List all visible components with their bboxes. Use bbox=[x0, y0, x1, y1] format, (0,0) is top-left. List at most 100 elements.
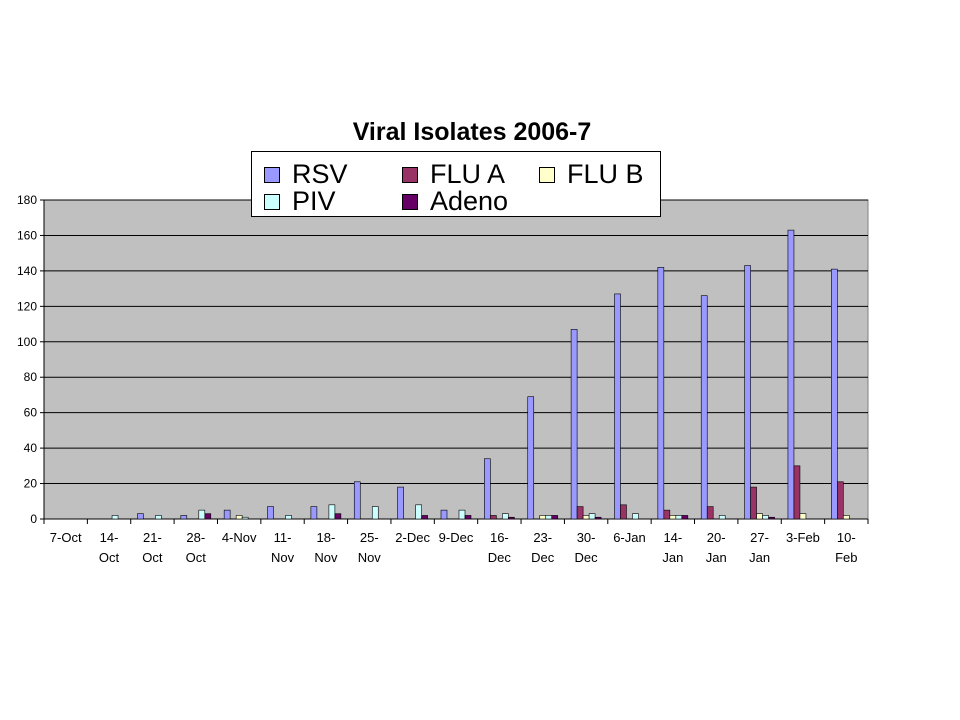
bar-rsv-18-nov bbox=[310, 506, 318, 520]
bar-rsv-3-feb bbox=[787, 229, 795, 520]
x-tick-label-18-nov: 18- Nov bbox=[314, 530, 338, 565]
x-tick-label-line: Dec bbox=[531, 550, 555, 565]
y-tick-label-160: 160 bbox=[17, 228, 37, 242]
bar-piv-14-oct bbox=[111, 515, 119, 520]
bar-flu-a-10-feb bbox=[837, 481, 844, 520]
x-tick-label-21-oct: 21- Oct bbox=[142, 530, 163, 565]
bar-flu-a-30-dec bbox=[576, 506, 584, 520]
y-tick-label-20: 20 bbox=[24, 477, 38, 491]
x-tick-label-line: 18- bbox=[316, 530, 335, 545]
x-tick-label-14-jan: 14- Jan bbox=[662, 530, 683, 565]
bar-flu-a-3-feb bbox=[793, 465, 801, 520]
y-tick-label-100: 100 bbox=[17, 335, 37, 349]
bar-flu-a-6-jan bbox=[620, 504, 627, 520]
bar-piv-27-jan bbox=[762, 515, 769, 520]
x-tick-label-line: Jan bbox=[662, 550, 683, 565]
bar-flu-b-10-feb bbox=[843, 515, 850, 520]
legend-swatch-flu-a bbox=[402, 166, 418, 183]
y-tick-label-60: 60 bbox=[24, 406, 38, 420]
x-tick-label-line: 28- bbox=[186, 530, 205, 545]
x-tick-label-30-dec: 30- Dec bbox=[575, 530, 599, 565]
legend-item-adeno: Adeno bbox=[402, 188, 508, 215]
bar-piv-9-dec bbox=[458, 509, 466, 520]
x-tick-label-line: Oct bbox=[99, 550, 120, 565]
bar-rsv-10-feb bbox=[831, 268, 838, 520]
x-tick-label-line: 20- bbox=[707, 530, 726, 545]
bar-rsv-6-jan bbox=[614, 293, 621, 520]
legend-label-piv: PIV bbox=[292, 186, 336, 216]
bar-piv-16-dec bbox=[502, 513, 509, 520]
bar-flu-a-16-dec bbox=[490, 515, 497, 520]
legend-label-adeno: Adeno bbox=[430, 186, 509, 216]
x-tick-label-line: 11- bbox=[274, 530, 292, 545]
bar-rsv-16-dec bbox=[484, 458, 491, 520]
legend-item-flu-b: FLU B bbox=[539, 161, 644, 188]
x-tick-label-line: 10- bbox=[837, 530, 856, 545]
y-tick-label-80: 80 bbox=[24, 370, 38, 384]
y-tick-label-180: 180 bbox=[17, 193, 37, 207]
legend-swatch-adeno bbox=[402, 193, 418, 210]
bar-adeno-18-nov bbox=[334, 513, 342, 520]
x-tick-label-14-oct: 14- Oct bbox=[99, 530, 120, 565]
x-tick-label-line: Oct bbox=[142, 550, 163, 565]
bar-rsv-21-oct bbox=[137, 513, 144, 520]
x-tick-label-line: Dec bbox=[575, 550, 599, 565]
x-tick-label-line: 6-Jan bbox=[613, 530, 646, 545]
x-tick-label-16-dec: 16- Dec bbox=[488, 530, 512, 565]
bar-flu-b-30-dec bbox=[582, 515, 590, 520]
bar-flu-a-20-jan bbox=[706, 506, 714, 520]
x-tick-label-20-jan: 20- Jan bbox=[706, 530, 727, 565]
bar-flu-b-23-dec bbox=[539, 515, 547, 520]
x-tick-label-line: Nov bbox=[271, 550, 295, 565]
bar-adeno-2-dec bbox=[421, 515, 428, 520]
x-tick-label-6-jan: 6-Jan bbox=[613, 530, 646, 545]
bar-piv-30-dec bbox=[588, 513, 596, 520]
legend-item-flu-a: FLU A bbox=[402, 161, 505, 188]
x-tick-label-10-feb: 10- Feb bbox=[835, 530, 857, 565]
bar-rsv-9-dec bbox=[440, 509, 448, 520]
bar-flu-a-14-jan bbox=[663, 509, 671, 520]
bar-piv-20-jan bbox=[718, 515, 726, 520]
bar-flu-a-27-jan bbox=[750, 486, 757, 520]
bar-adeno-30-dec bbox=[594, 516, 602, 520]
bar-adeno-27-jan bbox=[768, 516, 775, 520]
bar-flu-b-3-feb bbox=[799, 513, 807, 520]
bar-rsv-20-jan bbox=[700, 295, 708, 520]
legend-label-flu-a: FLU A bbox=[430, 159, 506, 189]
x-tick-label-line: 3-Feb bbox=[786, 530, 820, 545]
x-tick-label-line: 23- bbox=[533, 530, 552, 545]
x-tick-label-3-feb: 3-Feb bbox=[786, 530, 820, 545]
legend-label-rsv: RSV bbox=[292, 159, 348, 189]
legend-swatch-piv bbox=[264, 193, 280, 210]
x-tick-label-line: 4-Nov bbox=[222, 530, 257, 545]
x-tick-label-line: Jan bbox=[749, 550, 770, 565]
x-tick-label-27-jan: 27- Jan bbox=[749, 530, 770, 565]
plot-area bbox=[43, 199, 869, 520]
x-tick-label-line: Nov bbox=[358, 550, 382, 565]
x-tick-label-line: 21- bbox=[143, 530, 162, 545]
legend-label-flu-b: FLU B bbox=[567, 159, 644, 189]
bar-rsv-27-jan bbox=[744, 265, 751, 520]
bar-rsv-30-dec bbox=[570, 329, 578, 520]
bar-adeno-28-oct bbox=[204, 513, 212, 520]
x-tick-label-line: 9-Dec bbox=[439, 530, 474, 545]
bar-rsv-14-jan bbox=[657, 267, 665, 520]
y-tick-label-140: 140 bbox=[17, 264, 37, 278]
x-tick-label-line: Jan bbox=[706, 550, 727, 565]
x-tick-label-line: Feb bbox=[835, 550, 857, 565]
bar-piv-23-dec bbox=[545, 515, 553, 520]
x-tick-label-line: Dec bbox=[488, 550, 512, 565]
x-tick-label-25-nov: 25- Nov bbox=[358, 530, 382, 565]
x-tick-label-line: Nov bbox=[314, 550, 338, 565]
bar-adeno-23-dec bbox=[551, 515, 559, 520]
legend-item-rsv: RSV bbox=[264, 161, 348, 188]
x-tick-label-line: 2-Dec bbox=[395, 530, 430, 545]
bar-rsv-23-dec bbox=[527, 396, 535, 520]
bar-adeno-9-dec bbox=[464, 515, 472, 520]
chart-title: Viral Isolates 2006-7 bbox=[352, 118, 592, 146]
legend-swatch-rsv bbox=[264, 166, 280, 183]
legend: RSV FLU A FLU B PIV Adeno bbox=[251, 151, 661, 217]
bar-rsv-2-dec bbox=[397, 486, 404, 520]
